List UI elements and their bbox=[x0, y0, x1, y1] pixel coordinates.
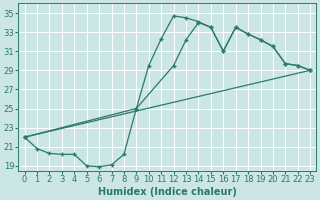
X-axis label: Humidex (Indice chaleur): Humidex (Indice chaleur) bbox=[98, 187, 237, 197]
